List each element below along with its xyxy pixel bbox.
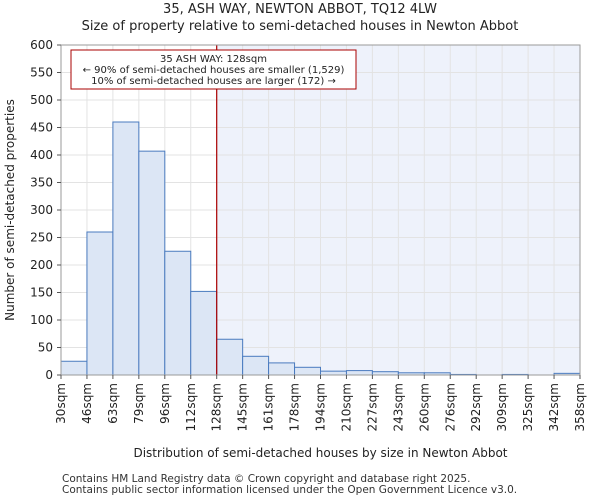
annotation-line-2: ← 90% of semi-detached houses are smalle… <box>83 65 345 76</box>
bars <box>60 121 581 376</box>
y-tick-label-400: 400 <box>30 148 53 162</box>
y-tick-label-350: 350 <box>30 176 53 190</box>
footer-line-1: Contains HM Land Registry data © Crown c… <box>62 473 471 485</box>
annotation-line-3: 10% of semi-detached houses are larger (… <box>91 76 336 87</box>
x-tick-label-260sqm: 260sqm <box>417 383 431 431</box>
bar-30sqm <box>60 360 88 376</box>
x-tick-label-243sqm: 243sqm <box>391 383 405 431</box>
x-tick-label-292sqm: 292sqm <box>469 383 483 431</box>
y-tick-label-250: 250 <box>30 231 53 245</box>
chart-svg: 0 50 100 150 200 250 300 350 400 450 500 550 600 30s… <box>3 38 587 460</box>
y-tick-label-600: 600 <box>30 38 53 52</box>
bar-79sqm <box>138 150 166 376</box>
x-tick-label-79sqm: 79sqm <box>132 383 146 424</box>
x-tick-label-96sqm: 96sqm <box>158 383 172 424</box>
bar-194sqm <box>320 370 347 376</box>
x-tick-label-227sqm: 227sqm <box>365 383 379 431</box>
y-tick-label-150: 150 <box>30 286 53 300</box>
x-tick-label-194sqm: 194sqm <box>314 383 328 431</box>
x-tick-label-276sqm: 276sqm <box>443 383 457 431</box>
bar-128sqm <box>216 338 244 376</box>
x-tick-label-342sqm: 342sqm <box>547 383 561 431</box>
y-tick-label-200: 200 <box>30 258 53 272</box>
y-tick-label-550: 550 <box>30 66 53 80</box>
y-axis-label: Number of semi-detached properties <box>3 99 17 321</box>
annotation-box: 35 ASH WAY: 128sqm ← 90% of semi-detache… <box>70 49 357 90</box>
x-tick-label-128sqm: 128sqm <box>210 383 224 431</box>
y-tick-label-0: 0 <box>45 368 53 382</box>
y-tick-labels: 0 50 100 150 200 250 300 350 400 450 500 550 600 <box>30 38 61 382</box>
x-tick-label-161sqm: 161sqm <box>262 383 276 431</box>
x-tick-label-358sqm: 358sqm <box>573 383 587 431</box>
annotation-border <box>70 49 357 90</box>
y-tick-label-300: 300 <box>30 203 53 217</box>
x-axis-label: Distribution of semi-detached houses by … <box>133 446 507 460</box>
bar-145sqm <box>242 355 270 376</box>
bar-96sqm <box>164 250 192 376</box>
x-tick-label-46sqm: 46sqm <box>80 383 94 424</box>
x-tick-label-210sqm: 210sqm <box>339 383 353 431</box>
y-tick-label-500: 500 <box>30 93 53 107</box>
x-tick-label-325sqm: 325sqm <box>521 383 535 431</box>
bar-178sqm <box>294 366 321 376</box>
y-tick-label-450: 450 <box>30 121 53 135</box>
chart-subtitle: Size of property relative to semi-detach… <box>81 19 519 34</box>
x-tick-label-309sqm: 309sqm <box>495 383 509 431</box>
x-tick-label-112sqm: 112sqm <box>184 383 198 431</box>
bar-46sqm <box>86 231 114 376</box>
x-tick-label-178sqm: 178sqm <box>288 383 302 431</box>
annotation-line-1: 35 ASH WAY: 128sqm <box>160 54 267 65</box>
bar-112sqm <box>190 290 218 376</box>
x-tick-label-145sqm: 145sqm <box>236 383 250 431</box>
x-tick-labels: 30sqm 46sqm 63sqm 79sqm 96sqm 112sqm 128sqm 145… <box>54 375 587 431</box>
bar-63sqm <box>112 121 140 376</box>
y-tick-label-50: 50 <box>38 341 53 355</box>
y-tick-label-100: 100 <box>30 313 53 327</box>
bar-161sqm <box>268 362 296 376</box>
x-tick-label-30sqm: 30sqm <box>54 383 68 424</box>
footer-line-2: Contains public sector information licen… <box>62 484 518 496</box>
bar-210sqm <box>345 370 373 376</box>
x-tick-label-63sqm: 63sqm <box>106 383 120 424</box>
chart-title: 35, ASH WAY, NEWTON ABBOT, TQ12 4LW <box>163 2 437 17</box>
